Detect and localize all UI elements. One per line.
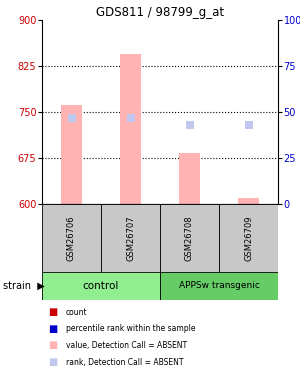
Text: GSM26707: GSM26707: [126, 215, 135, 261]
Text: GSM26708: GSM26708: [185, 215, 194, 261]
Text: ■: ■: [48, 307, 57, 317]
Bar: [61, 105, 82, 204]
Bar: [42, 204, 101, 272]
Bar: [160, 272, 278, 300]
Text: APPSw transgenic: APPSw transgenic: [178, 282, 260, 291]
Bar: [238, 198, 259, 204]
Bar: [179, 153, 200, 204]
Text: percentile rank within the sample: percentile rank within the sample: [66, 324, 196, 333]
Text: control: control: [83, 281, 119, 291]
Bar: [42, 272, 160, 300]
Bar: [219, 204, 278, 272]
Text: strain  ▶: strain ▶: [3, 281, 45, 291]
Text: ■: ■: [48, 340, 57, 350]
Text: GSM26706: GSM26706: [67, 215, 76, 261]
Text: GSM26709: GSM26709: [244, 215, 253, 261]
Bar: [160, 204, 219, 272]
Title: GDS811 / 98799_g_at: GDS811 / 98799_g_at: [96, 6, 224, 19]
Text: count: count: [66, 308, 88, 316]
Text: ■: ■: [48, 357, 57, 367]
Bar: [101, 204, 160, 272]
Bar: [120, 54, 141, 204]
Text: rank, Detection Call = ABSENT: rank, Detection Call = ABSENT: [66, 358, 184, 367]
Text: ■: ■: [48, 324, 57, 334]
Text: value, Detection Call = ABSENT: value, Detection Call = ABSENT: [66, 341, 187, 350]
